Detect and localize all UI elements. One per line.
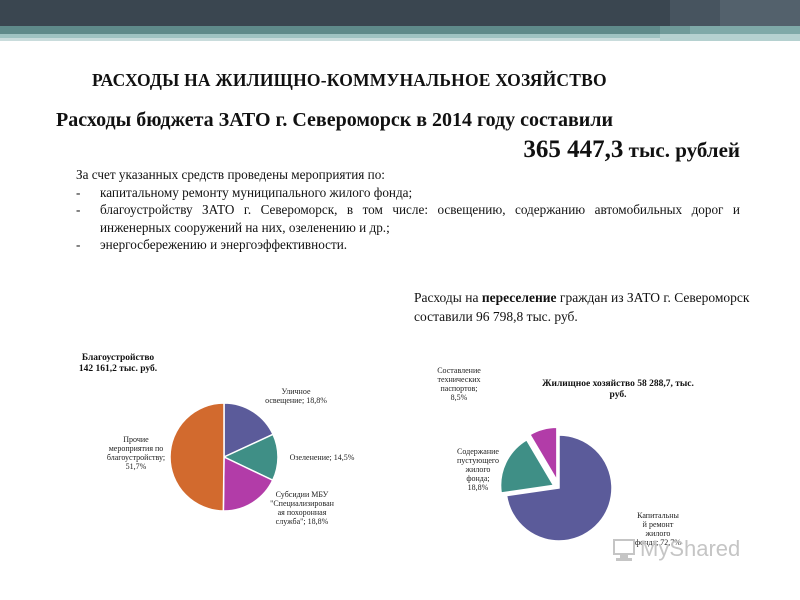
- pie-slice: [223, 402, 275, 459]
- slice-label: Содержание пустующего жилого фонда; 18,8%: [457, 447, 499, 492]
- list-dash: -: [76, 202, 81, 218]
- pie-slice: [499, 438, 555, 494]
- resettlement-highlight: переселение: [481, 290, 557, 305]
- header-stripe-teal: [0, 26, 800, 34]
- list-dash: -: [76, 237, 81, 253]
- budget-unit: тыс. рублей: [623, 138, 740, 162]
- watermark-icon: [613, 539, 635, 561]
- slice-label: Составление технических паспортов; 8,5%: [437, 366, 481, 402]
- slice-label: Капитальны й ремонт жилого фонда; 72,7%: [635, 511, 681, 547]
- resettlement-text: Расходы на переселение граждан из ЗАТО г…: [414, 288, 774, 326]
- list-item-text: благоустройству ЗАТО г. Североморск, в т…: [100, 202, 740, 235]
- pie-chart-improvement: Уличное освещение; 18,8% Озеленение; 14,5%…: [79, 352, 355, 526]
- header-stripe-light: [0, 34, 800, 38]
- pie-slice: [505, 434, 613, 542]
- slice-label: Озеленение; 14,5%: [290, 453, 355, 462]
- pie-slice: [222, 455, 274, 512]
- budget-value: 365 447,3: [523, 136, 624, 163]
- resettlement-suffix: граждан из ЗАТО г. Североморск составили…: [414, 290, 750, 325]
- list-item: - энергосбережению и энергоэффективности.: [76, 236, 740, 254]
- pie-chart-housing: Капитальны й ремонт жилого фонда; 72,7% Соде…: [437, 366, 694, 547]
- watermark-text: MyShared: [640, 536, 741, 561]
- header-decoration: [660, 0, 800, 41]
- section-title: РАСХОДЫ НА ЖИЛИЩНО-КОММУНАЛЬНОЕ ХОЗЯЙСТВ…: [92, 70, 607, 90]
- list-item-text: капитальному ремонту муниципального жило…: [100, 184, 413, 200]
- budget-total: 365 447,3 тыс. рублей: [523, 136, 740, 164]
- measures-intro: За счет указанных средств проведены меро…: [76, 167, 385, 182]
- measures-list: - капитальному ремонту муниципального жил…: [76, 184, 740, 254]
- pie-slice: [528, 426, 558, 484]
- list-item: - благоустройству ЗАТО г. Североморск, в …: [76, 201, 740, 236]
- list-item-text: энергосбережению и энергоэффективности.: [100, 237, 348, 253]
- pie-title: Благоустройство 142 161,2 тыс. руб.: [79, 352, 157, 374]
- list-item: - капитальному ремонту муниципального жил…: [76, 184, 740, 202]
- slice-label: Прочие мероприятия по благоустройству; 51,7…: [107, 435, 165, 471]
- slice-label: Уличное освещение; 18,8%: [265, 387, 327, 405]
- slice-label: Субсидии МБУ "Специализирован ая похоронна…: [270, 490, 335, 526]
- pie-title: Жилищное хозяйство 58 288,7, тыс. руб.: [542, 378, 694, 400]
- resettlement-prefix: Расходы на: [414, 290, 482, 305]
- measures-block: За счет указанных средств проведены меро…: [76, 166, 740, 254]
- header-stripe-pale: [0, 38, 800, 41]
- budget-line: Расходы бюджета ЗАТО г. Североморск в 20…: [56, 109, 614, 131]
- list-dash: -: [76, 184, 81, 200]
- pie-slice: [169, 402, 225, 512]
